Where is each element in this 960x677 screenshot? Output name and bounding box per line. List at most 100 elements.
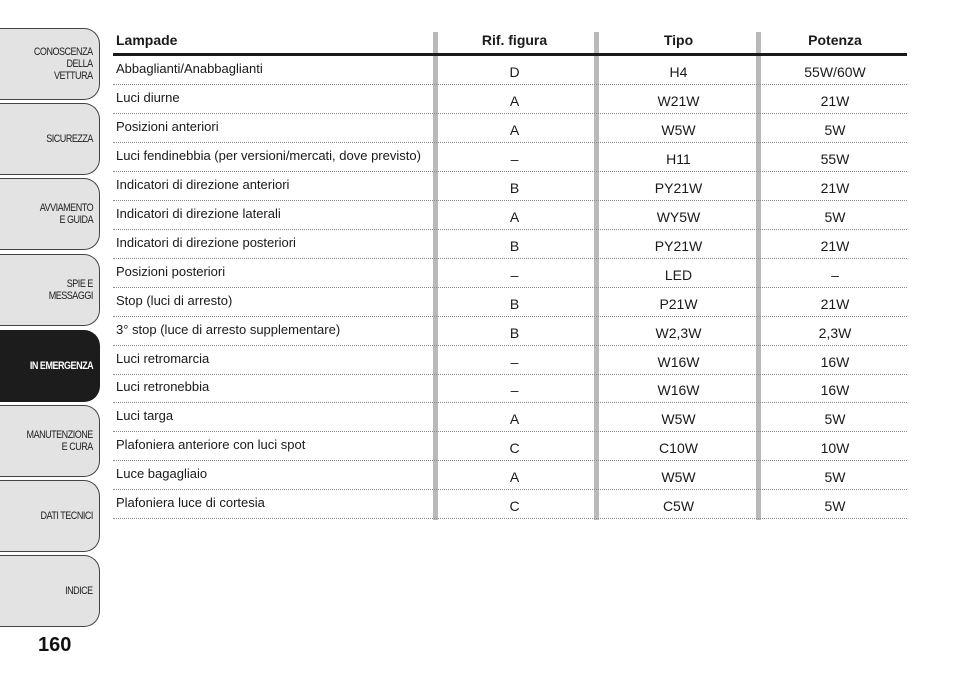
column-divider [756,32,761,520]
cell-potenza: 21W [820,179,850,196]
cell-potenza: 5W [824,498,846,515]
cell-tipo: W2,3W [655,324,702,341]
row-separator [113,286,907,288]
header-rif-figura: Rif. figura [481,32,548,48]
cell-rif-figura: – [510,266,519,283]
cell-lampada: Plafoniera anteriore con luci spot [116,437,306,453]
row-separator [113,315,907,317]
row-separator [113,257,907,259]
cell-lampada: Plafoniera luce di cortesia [116,495,265,511]
cell-rif-figura: – [510,150,519,167]
cell-rif-figura: A [509,208,520,225]
tab-in-emergenza[interactable]: IN EMERGENZA [0,330,100,402]
table-row: Posizioni posteriori – LED – [113,259,907,288]
cell-potenza: 5W [824,469,846,486]
tab-label: DATI TECNICI [40,510,94,522]
cell-rif-figura: B [509,295,520,312]
cell-lampada: Luci retromarcia [116,350,210,366]
cell-rif-figura: B [509,237,520,254]
column-divider [594,32,599,520]
table-row: 3° stop (luce di arresto supplementare) B… [113,317,907,346]
cell-rif-figura: B [509,179,520,196]
cell-tipo: PY21W [654,179,703,196]
cell-tipo: W21W [657,92,700,109]
tab-label: MANUTENZIONE E CURA [26,429,94,453]
header-potenza: Potenza [808,32,862,48]
cell-potenza: 21W [820,92,850,109]
cell-lampada: Luci retronebbia [116,379,210,395]
cell-tipo: LED [664,266,693,283]
cell-rif-figura: B [509,324,520,341]
tab-spie-e-messaggi[interactable]: SPIE E MESSAGGI [0,254,100,326]
table-row: Plafoniera anteriore con luci spot C C10W 1… [113,432,907,462]
cell-lampada: Luci fendinebbia (per versioni/mercati, … [116,147,421,163]
table-row: Luci retromarcia – W16W 16W [113,346,907,375]
cell-potenza: 55W/60W [804,64,866,80]
cell-potenza: 5W [824,411,846,428]
cell-rif-figura: – [510,382,519,399]
cell-lampada: Abbaglianti/Anabbaglianti [116,61,263,76]
tab-sicurezza[interactable]: SICUREZZA [0,103,100,175]
header-rule [113,53,907,56]
cell-potenza: 21W [820,295,850,312]
cell-tipo: W5W [661,411,696,428]
table-row: Luci targa A W5W 5W [113,403,907,433]
tab-label: SPIE E MESSAGGI [48,278,94,302]
table-row: Luci diurne A W21W 21W [113,85,907,114]
table-row: Indicatori di direzione laterali A WY5W 5W [113,201,907,230]
cell-lampada: Indicatori di direzione anteriori [116,176,290,192]
tab-label: AVVIAMENTO E GUIDA [39,202,94,226]
cell-rif-figura: C [509,440,520,457]
cell-rif-figura: – [510,353,519,370]
cell-lampada: Luci targa [116,408,174,424]
cell-potenza: 16W [820,353,850,370]
table-row: Plafoniera luce di cortesia C C5W 5W [113,490,907,520]
tab-manutenzione-e-cura[interactable]: MANUTENZIONE E CURA [0,405,100,477]
page-number: 160 [38,634,72,656]
cell-rif-figura: A [509,411,520,428]
tab-label: SICUREZZA [46,133,93,145]
cell-lampada: Posizioni anteriori [116,118,219,134]
tab-conoscenza-della-vettura[interactable]: CONOSCENZA DELLA VETTURA [0,28,100,100]
header-lampade: Lampade [116,32,178,48]
cell-lampada: Indicatori di direzione posteriori [116,234,296,250]
table-row: Luci retronebbia – W16W 16W [113,374,907,404]
row-separator [113,199,907,201]
cell-potenza: 5W [824,208,846,225]
cell-lampada: Posizioni posteriori [116,263,226,279]
cell-tipo: C10W [659,440,698,457]
cell-potenza: 2,3W [818,324,852,341]
cell-potenza: 16W [820,382,850,399]
tab-dati-tecnici[interactable]: DATI TECNICI [0,480,100,552]
table-row: Indicatori di direzione anteriori B PY21W 2… [113,172,907,201]
row-separator [113,460,907,462]
tab-label: INDICE [65,585,93,597]
cell-potenza: 10W [820,440,850,457]
row-separator [113,431,907,433]
cell-tipo: H11 [666,150,691,167]
row-separator [113,489,907,491]
column-divider [433,32,438,520]
cell-tipo: P21W [659,295,698,312]
cell-potenza: 55W [820,150,850,167]
table-row: Abbaglianti/Anabbaglianti D H4 55W/60W [113,56,907,85]
cell-rif-figura: A [509,92,520,109]
row-separator [113,402,907,404]
cell-rif-figura: D [509,64,520,80]
table-row: Stop (luci di arresto) B P21W 21W [113,288,907,317]
table-row: Luci fendinebbia (per versioni/mercati, … [113,143,907,172]
cell-tipo: WY5W [656,208,701,225]
tab-indice[interactable]: INDICE [0,555,100,627]
tab-avviamento-e-guida[interactable]: AVVIAMENTO E GUIDA [0,178,100,250]
cell-rif-figura: A [509,469,520,486]
tab-label: CONOSCENZA DELLA VETTURA [34,46,93,82]
cell-tipo: W5W [661,469,696,486]
cell-tipo: H4 [669,64,688,80]
cell-lampada: Stop (luci di arresto) [116,292,233,308]
row-separator [113,170,907,172]
row-separator [113,84,907,85]
cell-potenza: – [831,266,839,283]
cell-rif-figura: A [509,121,520,138]
table-row: Indicatori di direzione posteriori B PY21W… [113,230,907,259]
cell-potenza: 5W [824,121,846,138]
